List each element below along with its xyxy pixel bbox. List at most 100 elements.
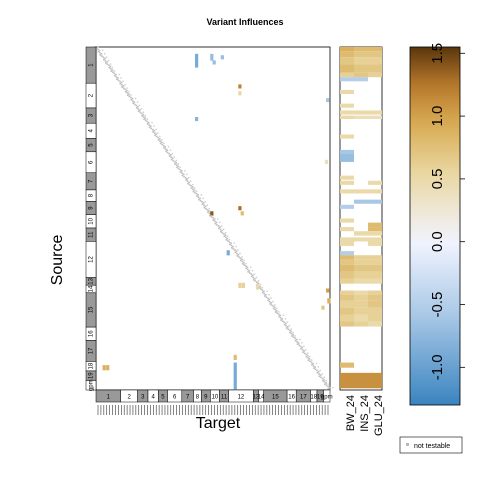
not-testable-cell — [316, 363, 317, 364]
not-testable-cell — [114, 75, 116, 77]
y-axis-label: Source — [49, 235, 66, 286]
main-effect-cell — [340, 373, 354, 388]
color-scale: -1.0-0.50.00.51.01.5 — [410, 43, 465, 405]
main-effect-cell — [340, 279, 354, 284]
not-testable-cell — [102, 50, 103, 51]
phenotype-label: GLU_24 — [373, 395, 385, 436]
source-chromosome-label: 19 — [89, 372, 95, 379]
not-testable-cell — [100, 54, 102, 56]
not-testable-cell — [273, 308, 275, 310]
main-effect-panel: BW_24 INS_24 GLU_24 — [340, 47, 385, 436]
not-testable-cell — [198, 196, 200, 198]
not-testable-cell — [216, 224, 218, 226]
color-scale-tick-label: -0.5 — [429, 292, 446, 318]
not-testable-cell — [138, 110, 140, 112]
target-chromosome-label: 15 — [272, 395, 279, 401]
not-testable-cell — [178, 163, 179, 164]
not-testable-cell — [307, 357, 309, 359]
not-testable-cell — [170, 149, 171, 150]
not-testable-cell — [198, 199, 200, 201]
source-chromosome-label: 18 — [89, 362, 95, 369]
not-testable-cell — [147, 123, 149, 125]
main-effect-cell — [368, 231, 382, 235]
not-testable-cell — [136, 107, 138, 109]
not-testable-cell — [110, 68, 112, 70]
not-testable-cell — [301, 342, 302, 343]
main-effect-cell — [354, 265, 368, 272]
not-testable-cell — [291, 333, 293, 335]
not-testable-cell — [235, 252, 237, 254]
not-testable-cell — [264, 295, 266, 297]
not-testable-cell — [116, 76, 118, 78]
not-testable-cell — [238, 256, 240, 258]
interaction-cell — [195, 117, 198, 121]
interaction-cell — [326, 288, 329, 292]
main-effect-cell — [368, 64, 382, 73]
not-testable-cell — [121, 86, 123, 88]
not-testable-cell — [213, 219, 215, 221]
not-testable-cell — [170, 156, 172, 158]
main-effect-cell — [340, 189, 354, 193]
not-testable-cell — [161, 139, 162, 140]
main-effect-cell — [354, 237, 368, 241]
not-testable-cell — [207, 211, 209, 213]
not-testable-cell — [189, 184, 191, 186]
not-testable-cell — [148, 124, 150, 126]
main-effect-cell — [368, 116, 382, 119]
not-testable-cell — [201, 194, 202, 195]
not-testable-cell — [180, 171, 182, 173]
not-testable-cell — [135, 98, 136, 99]
not-testable-cell — [132, 102, 134, 104]
main-effect-cell — [340, 219, 354, 223]
not-testable-cell — [128, 96, 130, 98]
not-testable-cell — [254, 280, 256, 282]
main-effect-cell — [354, 73, 368, 77]
source-chromosome-label: 10 — [89, 217, 95, 224]
not-testable-cell — [154, 132, 156, 134]
main-effect-cell — [354, 189, 368, 193]
not-testable-cell — [130, 97, 132, 99]
not-testable-cell — [212, 217, 214, 219]
not-testable-cell — [218, 227, 220, 229]
not-testable-cell — [251, 276, 253, 278]
main-effect-cell — [354, 110, 368, 114]
not-testable-cell — [159, 136, 160, 137]
target-chromosome-label: 11 — [221, 395, 228, 401]
not-testable-cell — [262, 289, 264, 291]
main-effect-cell — [340, 116, 354, 119]
main-effect-cell — [354, 308, 368, 315]
not-testable-cell — [285, 318, 286, 319]
not-testable-cell — [139, 112, 141, 114]
not-testable-cell — [137, 108, 139, 110]
not-testable-cell — [153, 125, 154, 126]
not-testable-cell — [139, 105, 140, 106]
not-testable-cell — [260, 288, 262, 290]
main-effect-cell — [340, 176, 354, 180]
main-effect-cell — [340, 272, 354, 279]
not-testable-cell — [157, 132, 158, 133]
interaction-cell — [256, 285, 259, 290]
color-scale-tick-label: 0.5 — [429, 168, 446, 189]
not-testable-cell — [119, 81, 121, 83]
target-chromosome-label: 12 — [238, 395, 245, 401]
source-chromosome-label: 15 — [89, 306, 95, 313]
not-testable-cell — [269, 301, 271, 303]
main-effect-cell — [340, 77, 354, 81]
not-testable-cell — [309, 356, 310, 357]
not-testable-cell — [171, 159, 173, 161]
source-chromosome-label: 12 — [89, 255, 95, 262]
not-testable-cell — [258, 280, 259, 281]
main-effect-cell — [354, 291, 368, 295]
not-testable-cell — [136, 105, 138, 107]
not-testable-cell — [244, 264, 246, 266]
main-effect-cell — [354, 255, 368, 259]
not-testable-cell — [178, 168, 180, 170]
not-testable-cell — [176, 160, 177, 161]
not-testable-cell — [289, 332, 291, 334]
not-testable-cell — [110, 70, 112, 72]
not-testable-cell — [98, 51, 100, 53]
not-testable-cell — [283, 322, 285, 324]
not-testable-cell — [299, 339, 300, 340]
not-testable-cell — [236, 253, 238, 255]
not-testable-cell — [187, 180, 189, 182]
